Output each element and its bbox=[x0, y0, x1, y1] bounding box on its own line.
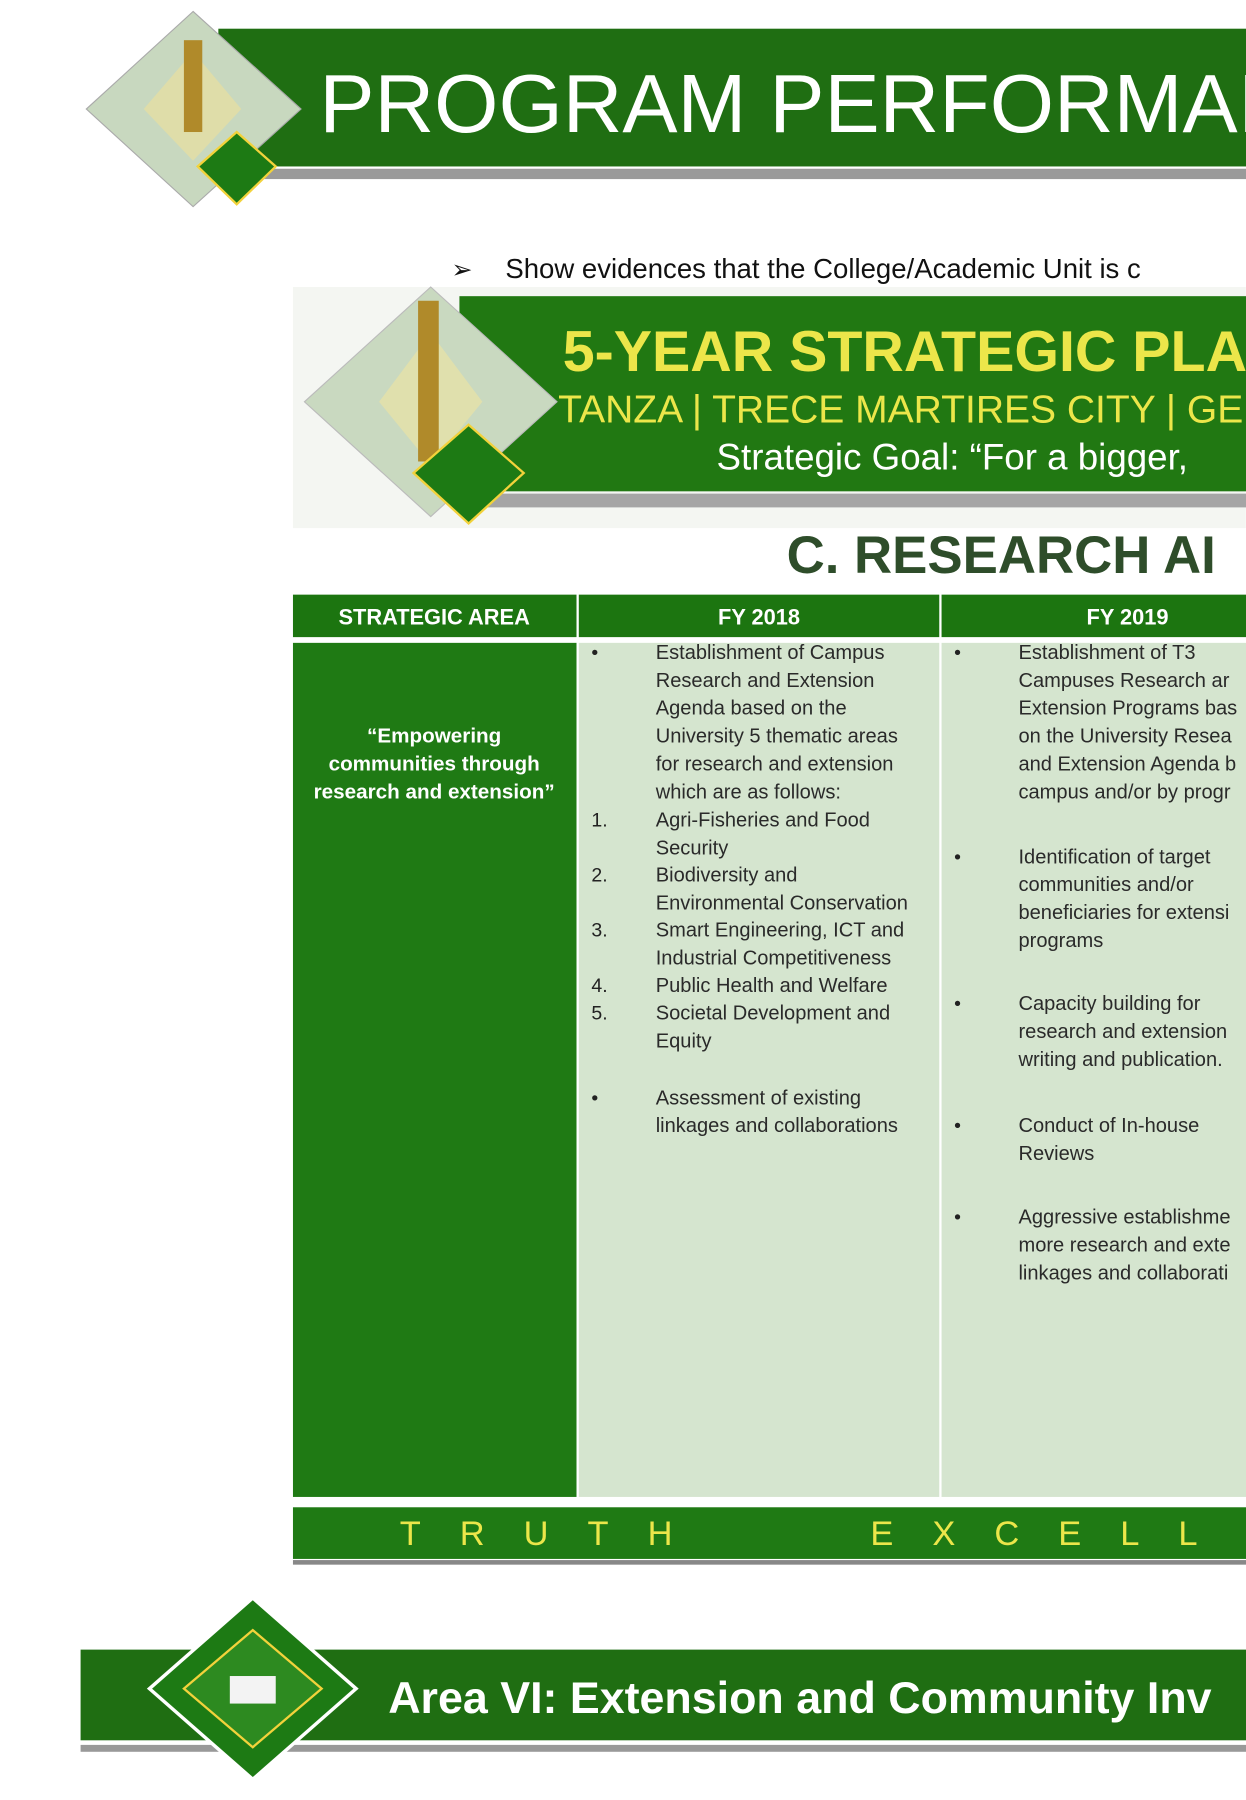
slide-logo-seal bbox=[411, 423, 526, 526]
list-marker: 5. bbox=[591, 1002, 607, 1024]
instruction-text: Show evidences that the College/Academic… bbox=[505, 253, 1141, 284]
slide-goal: Strategic Goal: “For a bigger, bbox=[717, 437, 1188, 478]
table-header: FY 2018 bbox=[718, 604, 800, 629]
list-text: Extension Programs bas bbox=[1018, 698, 1237, 720]
list-text: and Extension Agenda b bbox=[1018, 754, 1236, 776]
list-marker: • bbox=[954, 642, 961, 664]
list-text: campus and/or by progr bbox=[1018, 781, 1230, 803]
list-marker: 4. bbox=[591, 975, 607, 997]
list-text: Security bbox=[656, 837, 729, 859]
list-marker: • bbox=[954, 993, 961, 1015]
header-logo-statue bbox=[183, 40, 203, 133]
list-marker: • bbox=[954, 846, 961, 868]
list-text: linkages and collaborati bbox=[1018, 1263, 1228, 1285]
list-text: which are as follows: bbox=[655, 781, 841, 803]
list-text: Environmental Conservation bbox=[656, 893, 908, 915]
list-text: Aggressive establishme bbox=[1018, 1207, 1230, 1229]
header-bar bbox=[218, 28, 1246, 167]
list-text: Societal Development and bbox=[656, 1002, 890, 1024]
motto-bar bbox=[292, 1507, 1246, 1559]
list-text: linkages and collaborations bbox=[656, 1115, 898, 1137]
fy-cell bbox=[578, 642, 940, 1497]
list-marker: 2. bbox=[591, 865, 607, 887]
list-text: Capacity building for bbox=[1018, 993, 1200, 1015]
table-header-cell bbox=[292, 594, 577, 638]
motto-underline bbox=[292, 1560, 1246, 1565]
strategic-area-text: “Empowering bbox=[367, 725, 501, 748]
list-text: Campuses Research ar bbox=[1018, 670, 1229, 692]
list-marker: 1. bbox=[591, 810, 607, 832]
footer-underline bbox=[80, 1744, 1246, 1752]
list-text: on the University Resea bbox=[1018, 726, 1232, 748]
header-title: PROGRAM PERFORMAI bbox=[319, 57, 1246, 150]
list-text: more research and exte bbox=[1018, 1235, 1230, 1257]
slide-banner-underline bbox=[459, 493, 1246, 508]
list-text: Biodiversity and bbox=[656, 865, 798, 887]
table-header: FY 2019 bbox=[1087, 604, 1169, 629]
list-text: University 5 thematic areas bbox=[656, 726, 898, 748]
list-text: beneficiaries for extensi bbox=[1018, 902, 1229, 924]
header-underline bbox=[218, 168, 1246, 180]
list-text: communities and/or bbox=[1018, 874, 1194, 896]
section-title: C. RESEARCH AI bbox=[787, 526, 1216, 585]
list-text: Industrial Competitiveness bbox=[656, 948, 891, 970]
strategic-area-cell bbox=[292, 642, 577, 1497]
list-text: Assessment of existing bbox=[656, 1087, 861, 1109]
strategic-area-text: communities through bbox=[329, 753, 540, 776]
table-body: “Empowering communities through research a… bbox=[314, 642, 1238, 1285]
list-text: Agri-Fisheries and Food bbox=[656, 810, 870, 832]
table-header-cell bbox=[578, 594, 940, 638]
list-text: for research and extension bbox=[656, 754, 894, 776]
strategic-area-text: research and extension” bbox=[314, 781, 555, 804]
motto-word: TRUTH bbox=[400, 1515, 712, 1553]
list-text: Establishment of T3 bbox=[1018, 642, 1195, 664]
list-text: research and extension bbox=[1018, 1021, 1227, 1043]
footer-title: Area VI: Extension and Community Inv bbox=[388, 1673, 1211, 1723]
table-header: STRATEGIC AREA bbox=[338, 604, 530, 629]
list-marker: • bbox=[591, 642, 598, 664]
list-text: Equity bbox=[656, 1030, 712, 1052]
list-text: Reviews bbox=[1018, 1143, 1094, 1165]
list-text: Establishment of Campus bbox=[656, 642, 885, 664]
list-marker: • bbox=[591, 1087, 598, 1109]
motto-word: EXCELL bbox=[870, 1515, 1236, 1553]
list-text: Agenda based on the bbox=[656, 698, 847, 720]
slide-campuses: TANZA | TRECE MARTIRES CITY | GEN bbox=[558, 388, 1246, 431]
list-text: writing and publication. bbox=[1017, 1049, 1222, 1071]
table-header-cell bbox=[941, 594, 1246, 638]
fy-cell bbox=[941, 642, 1246, 1497]
list-text: Public Health and Welfare bbox=[656, 975, 888, 997]
list-marker: • bbox=[954, 1115, 961, 1137]
list-text: Research and Extension bbox=[656, 670, 875, 692]
list-text: programs bbox=[1018, 930, 1103, 952]
instruction-marker: ➢ bbox=[451, 256, 472, 284]
footer-seal-book bbox=[229, 1676, 276, 1704]
list-text: Smart Engineering, ICT and bbox=[656, 920, 905, 942]
list-text: Conduct of In-house bbox=[1018, 1115, 1199, 1137]
slide-logo-statue bbox=[418, 300, 439, 462]
list-marker: 3. bbox=[591, 920, 607, 942]
header-logo-seal bbox=[195, 130, 278, 206]
list-marker: • bbox=[954, 1207, 961, 1229]
slide-title: 5-YEAR STRATEGIC PLAN bbox=[563, 320, 1246, 384]
slide-banner bbox=[459, 296, 1246, 492]
list-text: Identification of target bbox=[1018, 846, 1210, 868]
